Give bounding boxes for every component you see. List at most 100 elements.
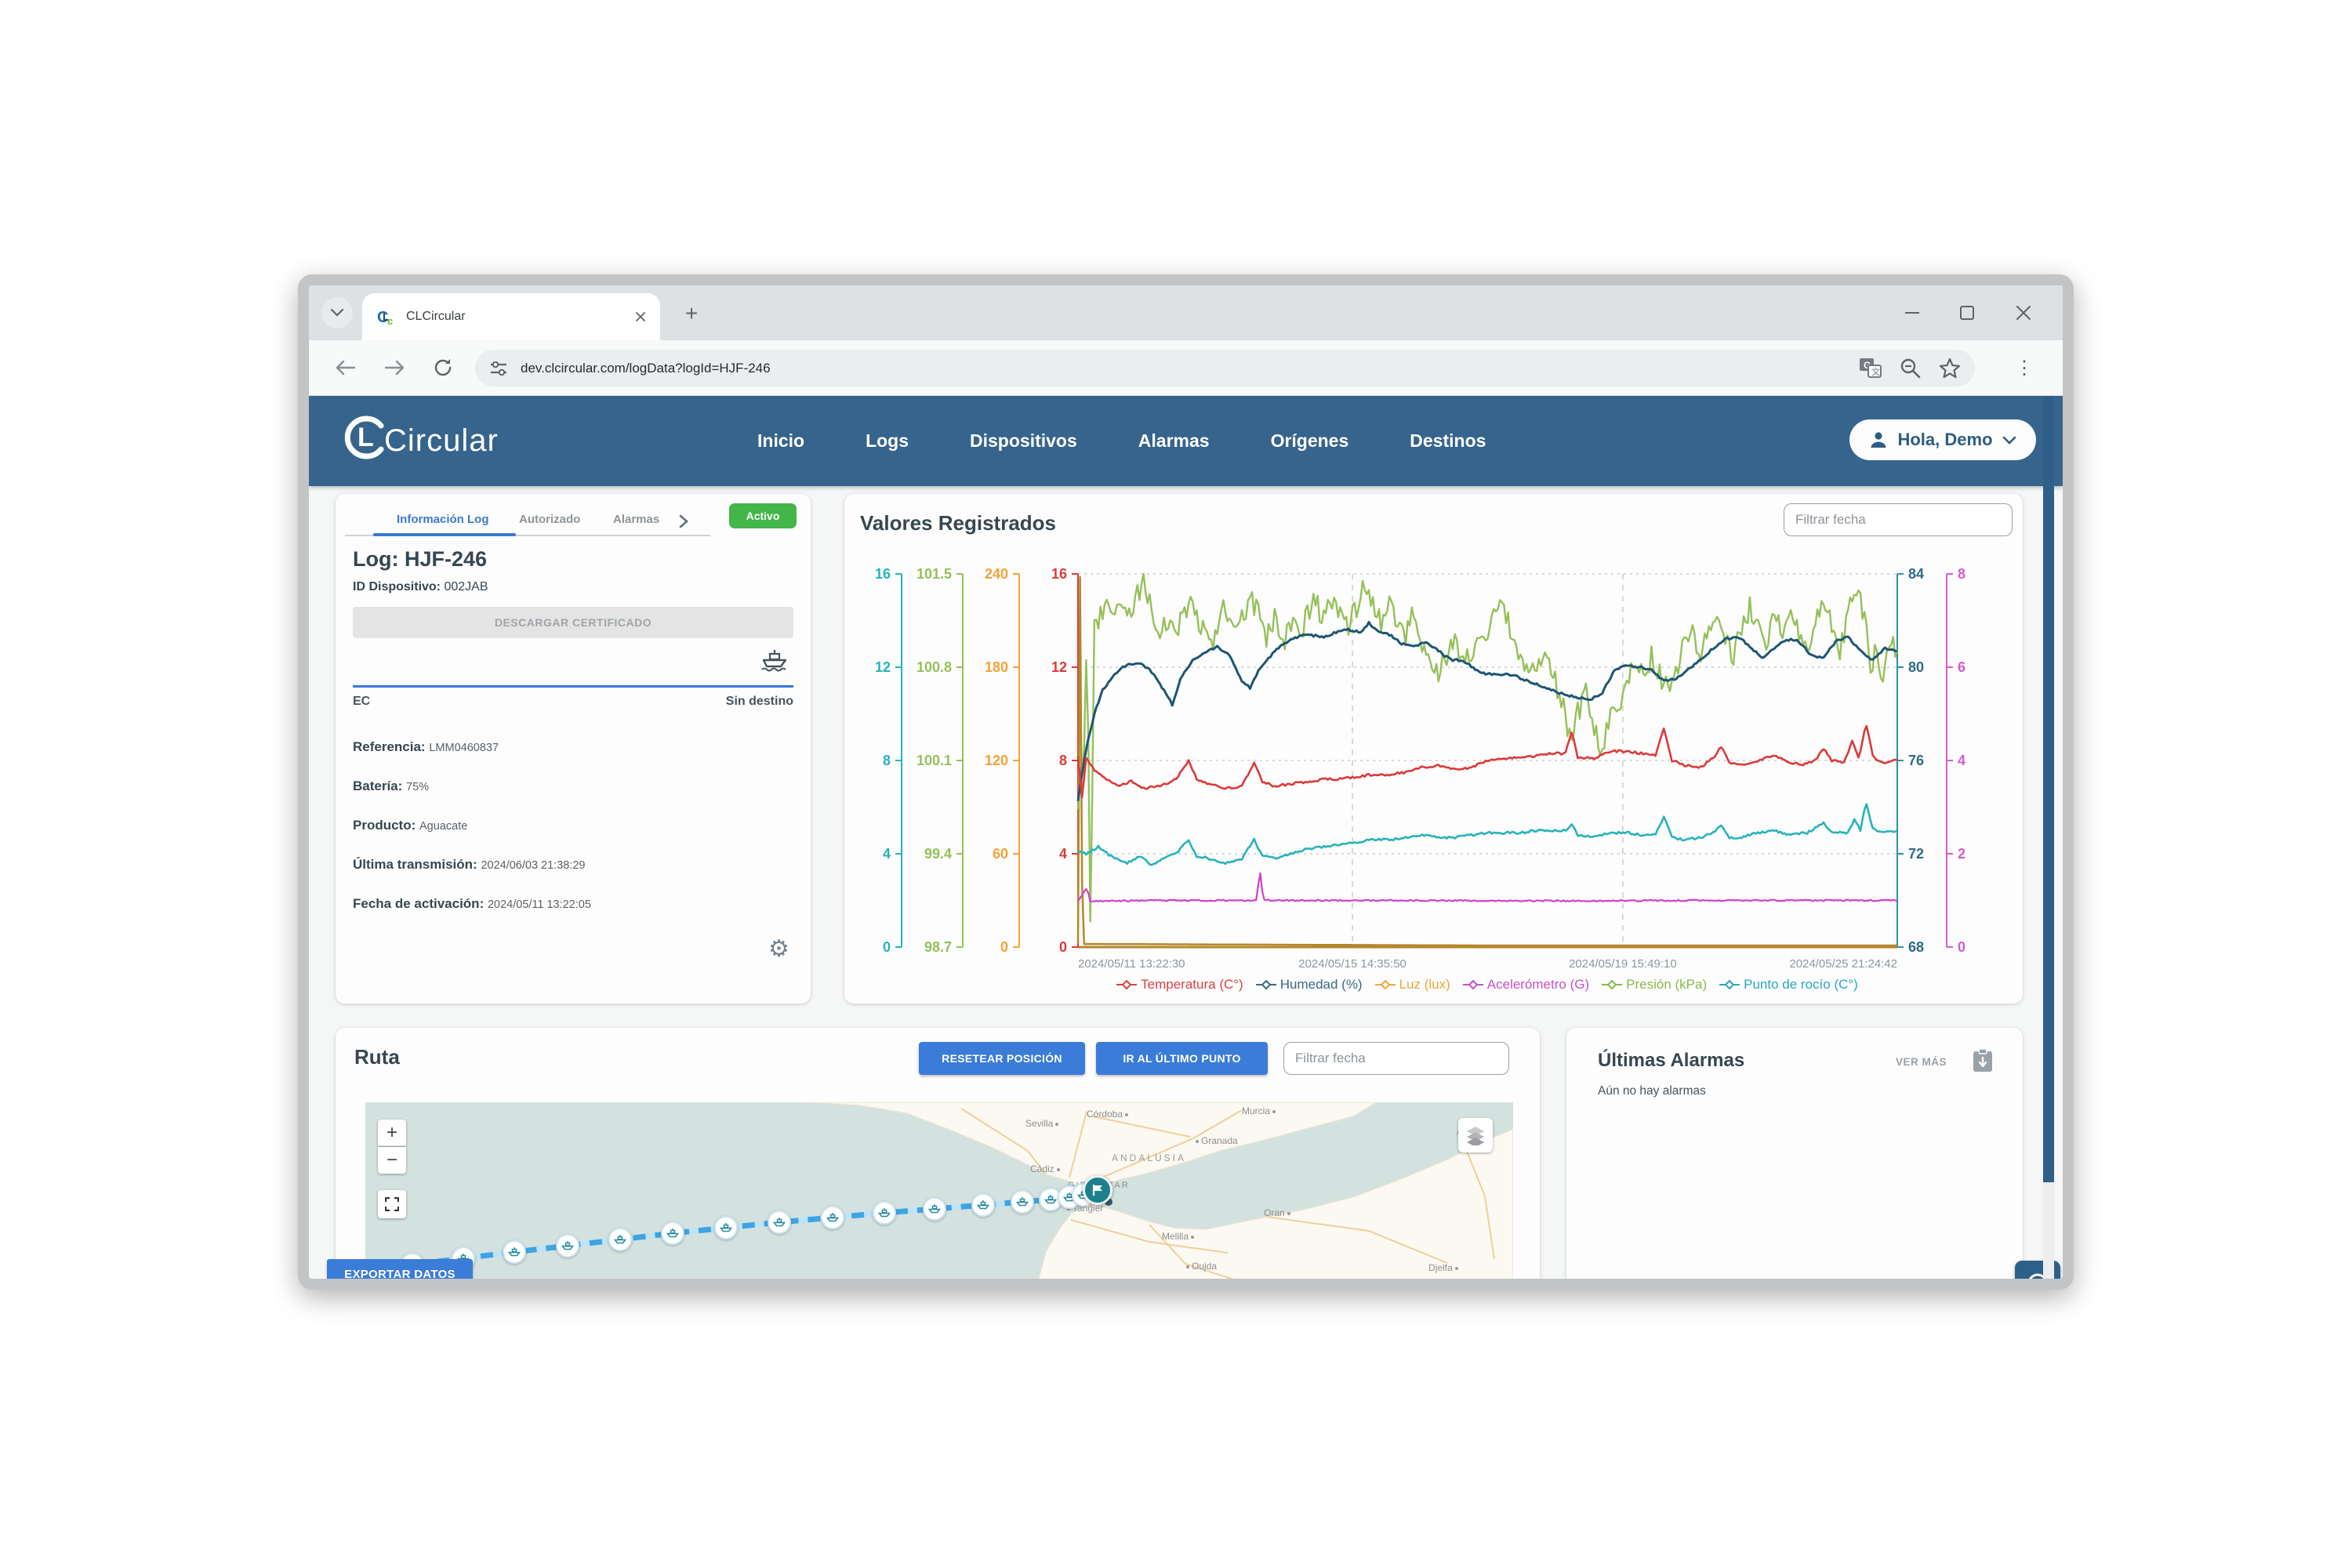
forward-button[interactable]: [376, 350, 412, 386]
svg-text:L: L: [358, 423, 374, 452]
tabs-divider: [345, 535, 710, 536]
route-marker[interactable]: [608, 1228, 632, 1251]
tab-alarmas[interactable]: Alarmas: [613, 513, 660, 526]
page-scrollbar[interactable]: [2043, 396, 2054, 1279]
origin-label: EC: [353, 695, 371, 708]
destination-flag-marker[interactable]: [1083, 1175, 1112, 1205]
app-logo[interactable]: L Circular: [340, 413, 499, 462]
tab-close-icon[interactable]: [635, 311, 646, 322]
ver-mas-link[interactable]: VER MÁS: [1896, 1056, 1947, 1068]
browser-tab[interactable]: C L c CLCircular: [362, 293, 660, 340]
settings-gear-icon[interactable]: ⚙: [768, 936, 789, 962]
bookmark-star-icon[interactable]: [1939, 358, 1961, 379]
svg-text:60: 60: [993, 846, 1008, 862]
app-header: L Circular Inicio Logs Dispositivos Alarmas…: [309, 396, 2063, 486]
minimize-button[interactable]: [1900, 301, 1924, 325]
svg-text:0: 0: [883, 939, 891, 955]
route-marker[interactable]: [971, 1193, 995, 1217]
scrollbar-thumb[interactable]: [2043, 396, 2054, 1182]
route-title: Ruta: [354, 1045, 400, 1069]
chart-title: Valores Registrados: [860, 511, 1056, 535]
svg-text:80: 80: [1908, 659, 1924, 675]
back-button[interactable]: [328, 350, 364, 386]
route-marker[interactable]: [714, 1216, 738, 1240]
map-city-label: Oujda: [1184, 1261, 1217, 1272]
svg-text:16: 16: [875, 566, 891, 582]
person-icon: [1871, 432, 1886, 448]
svg-text:180: 180: [985, 659, 1008, 675]
map-zoom-out-button[interactable]: −: [378, 1147, 406, 1174]
download-certificate-button[interactable]: DESCARGAR CERTIFICADO: [353, 607, 793, 638]
svg-text:0: 0: [1059, 939, 1067, 955]
route-marker[interactable]: [1011, 1190, 1034, 1214]
svg-text:101.5: 101.5: [916, 566, 952, 582]
log-title: Log: HJF-246: [353, 547, 488, 571]
legend-item[interactable]: Temperatura (C°): [1116, 977, 1243, 993]
tab-strip: C L c CLCircular +: [309, 285, 2063, 340]
latest-alarms-card: Últimas Alarmas VER MÁS Aún no hay alarm…: [1566, 1028, 2023, 1279]
url-text[interactable]: dev.clcircular.com/logData?logId=HJF-246: [521, 360, 771, 376]
route-marker[interactable]: [661, 1221, 684, 1245]
nav-item-dispositivos[interactable]: Dispositivos: [970, 430, 1077, 451]
map-layers-button[interactable]: [1458, 1118, 1493, 1152]
go-last-point-button[interactable]: IR AL ÚLTIMO PUNTO: [1096, 1042, 1268, 1075]
svg-text:2024/05/25 21:24:42: 2024/05/25 21:24:42: [1789, 957, 1897, 971]
chart-date-filter-input[interactable]: Filtrar fecha: [1784, 503, 2013, 536]
nav-item-destinos[interactable]: Destinos: [1410, 430, 1486, 451]
legend-item[interactable]: Humedad (%): [1255, 977, 1363, 993]
svg-text:100.8: 100.8: [916, 659, 952, 675]
cl-monogram-icon: L: [344, 416, 384, 459]
url-bar[interactable]: dev.clcircular.com/logData?logId=HJF-246…: [475, 350, 1975, 387]
route-marker[interactable]: [923, 1197, 946, 1221]
export-data-button[interactable]: EXPORTAR DATOS: [327, 1259, 473, 1279]
route-marker[interactable]: [873, 1201, 896, 1225]
legend-item[interactable]: Presión (kPa): [1602, 977, 1707, 993]
field-row: Producto: Aguacate: [353, 818, 468, 833]
svg-text:84: 84: [1908, 566, 1924, 582]
chevron-down-icon: [2002, 436, 2016, 445]
route-date-filter-input[interactable]: Filtrar fecha: [1283, 1042, 1509, 1075]
map-region-label: ANDALUSIA: [1112, 1152, 1187, 1163]
svg-text:8: 8: [1958, 566, 1965, 582]
svg-text:文: 文: [1871, 366, 1880, 377]
map-fullscreen-button[interactable]: [378, 1190, 406, 1218]
svg-text:6: 6: [1958, 659, 1965, 675]
browser-menu-icon[interactable]: ⋮: [2015, 357, 2034, 379]
translate-icon[interactable]: G 文: [1859, 358, 1882, 379]
tabs-overflow-chevron-icon[interactable]: [679, 514, 688, 528]
nav-item-origenes[interactable]: Orígenes: [1270, 430, 1349, 451]
registered-values-chart[interactable]: 1612840101.5100.8100.199.498.72401801206…: [844, 494, 2023, 1004]
active-tab-indicator: [373, 533, 516, 536]
nav-item-alarmas[interactable]: Alarmas: [1138, 430, 1210, 451]
route-map[interactable]: Sevilla Córdoba Murcia Granada Cádiz Tangier M…: [365, 1102, 1513, 1279]
new-tab-button[interactable]: +: [684, 301, 699, 325]
route-progress-bar: [353, 685, 793, 688]
destination-label: Sin destino: [725, 695, 793, 708]
tab-title: CLCircular: [406, 310, 466, 323]
clipboard-icon[interactable]: [1972, 1048, 1994, 1073]
svg-text:4: 4: [1958, 753, 1965, 768]
legend-item[interactable]: Punto de rocío (C°): [1719, 977, 1858, 993]
legend-item[interactable]: Luz (lux): [1374, 977, 1450, 993]
route-marker[interactable]: [768, 1210, 791, 1234]
nav-item-logs[interactable]: Logs: [866, 430, 909, 451]
close-button[interactable]: [2012, 301, 2035, 325]
route-marker[interactable]: [556, 1234, 579, 1258]
reload-button[interactable]: [425, 350, 461, 386]
tab-informacion-log[interactable]: Información Log: [397, 513, 489, 526]
route-marker[interactable]: [503, 1240, 526, 1264]
route-marker[interactable]: [821, 1206, 844, 1229]
tab-autorizado[interactable]: Autorizado: [519, 513, 581, 526]
nav-item-inicio[interactable]: Inicio: [757, 430, 805, 451]
site-info-icon[interactable]: [489, 361, 508, 376]
zoom-minus-icon[interactable]: [1900, 358, 1922, 379]
legend-item[interactable]: Acelerómetro (G): [1462, 977, 1589, 993]
alarms-title: Últimas Alarmas: [1598, 1050, 1745, 1071]
page-content: L Circular Inicio Logs Dispositivos Alarmas…: [309, 396, 2063, 1279]
user-greeting: Hola, Demo: [1897, 430, 1993, 449]
user-menu[interactable]: Hola, Demo: [1849, 419, 2036, 460]
tab-search-chevron-icon[interactable]: [321, 297, 353, 328]
reset-position-button[interactable]: RESETEAR POSICIÓN: [919, 1042, 1085, 1075]
map-zoom-in-button[interactable]: +: [378, 1120, 406, 1146]
maximize-button[interactable]: [1955, 301, 1979, 325]
